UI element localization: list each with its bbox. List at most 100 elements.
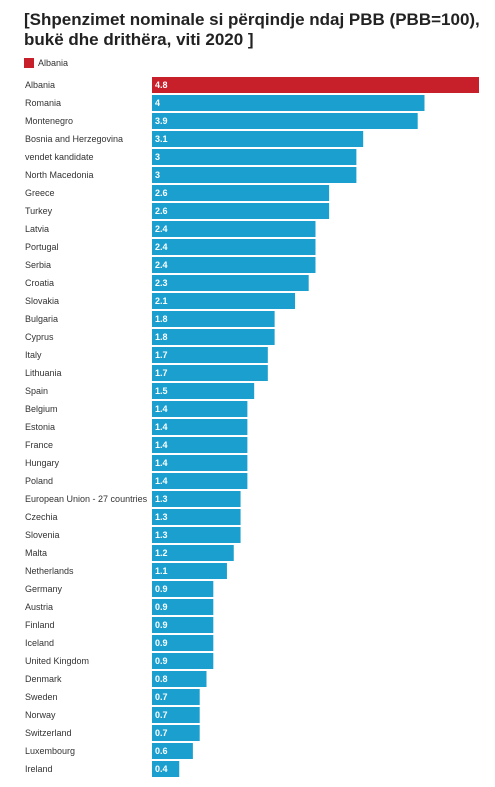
- category-label-sweden: Sweden: [25, 692, 58, 702]
- value-label-netherlands: 1.1: [155, 566, 168, 576]
- value-label-norway: 0.7: [155, 710, 168, 720]
- bar-lithuania: [152, 365, 268, 381]
- legend: Albania: [24, 57, 68, 69]
- bar-spain: [152, 383, 255, 399]
- value-label-greece: 2.6: [155, 188, 168, 198]
- category-label-albania: Albania: [25, 80, 55, 90]
- value-label-slovakia: 2.1: [155, 296, 168, 306]
- bar-serbia: [152, 257, 316, 273]
- value-label-estonia: 1.4: [155, 422, 168, 432]
- bar-france: [152, 437, 248, 453]
- value-label-cyprus: 1.8: [155, 332, 168, 342]
- category-label-slovenia: Slovenia: [25, 530, 60, 540]
- value-label-united-kingdom: 0.9: [155, 656, 168, 666]
- category-label-germany: Germany: [25, 584, 63, 594]
- value-label-malta: 1.2: [155, 548, 168, 558]
- value-label-portugal: 2.4: [155, 242, 168, 252]
- bar-croatia: [152, 275, 309, 291]
- bar-turkey: [152, 203, 330, 219]
- category-label-norway: Norway: [25, 710, 56, 720]
- legend-swatch-albania: [24, 58, 34, 68]
- bar-united-kingdom: [152, 653, 214, 669]
- bar-slovenia: [152, 527, 241, 543]
- value-label-latvia: 2.4: [155, 224, 168, 234]
- value-label-montenegro: 3.9: [155, 116, 168, 126]
- category-label-italy: Italy: [25, 350, 42, 360]
- category-label-lithuania: Lithuania: [25, 368, 62, 378]
- category-label-vendet-kandidate: vendet kandidate: [25, 152, 94, 162]
- category-label-ireland: Ireland: [25, 764, 53, 774]
- category-label-czechia: Czechia: [25, 512, 58, 522]
- category-label-serbia: Serbia: [25, 260, 51, 270]
- category-label-greece: Greece: [25, 188, 55, 198]
- bar-austria: [152, 599, 214, 615]
- category-label-poland: Poland: [25, 476, 53, 486]
- category-label-belgium: Belgium: [25, 404, 58, 414]
- value-label-croatia: 2.3: [155, 278, 168, 288]
- category-label-turkey: Turkey: [25, 206, 53, 216]
- bar-norway: [152, 707, 200, 723]
- value-label-bulgaria: 1.8: [155, 314, 168, 324]
- value-label-bosnia-and-herzegovina: 3.1: [155, 134, 168, 144]
- value-label-sweden: 0.7: [155, 692, 168, 702]
- category-label-iceland: Iceland: [25, 638, 54, 648]
- value-label-czechia: 1.3: [155, 512, 168, 522]
- category-label-european-union-27-countries: European Union - 27 countries: [25, 494, 148, 504]
- bar-germany: [152, 581, 214, 597]
- category-label-estonia: Estonia: [25, 422, 55, 432]
- bar-malta: [152, 545, 234, 561]
- bar-hungary: [152, 455, 248, 471]
- category-label-slovakia: Slovakia: [25, 296, 59, 306]
- chart-title: [Shpenzimet nominale si përqindje ndaj P…: [24, 10, 480, 49]
- bar-latvia: [152, 221, 316, 237]
- category-label-north-macedonia: North Macedonia: [25, 170, 94, 180]
- value-label-north-macedonia: 3: [155, 170, 160, 180]
- category-label-latvia: Latvia: [25, 224, 49, 234]
- value-label-italy: 1.7: [155, 350, 168, 360]
- value-label-finland: 0.9: [155, 620, 168, 630]
- bar-czechia: [152, 509, 241, 525]
- category-label-bulgaria: Bulgaria: [25, 314, 58, 324]
- category-label-denmark: Denmark: [25, 674, 62, 684]
- bar-romania: [152, 95, 425, 111]
- category-label-united-kingdom: United Kingdom: [25, 656, 89, 666]
- value-label-lithuania: 1.7: [155, 368, 168, 378]
- category-label-luxembourg: Luxembourg: [25, 746, 75, 756]
- value-label-romania: 4: [155, 98, 160, 108]
- category-label-austria: Austria: [25, 602, 53, 612]
- value-label-luxembourg: 0.6: [155, 746, 168, 756]
- category-label-malta: Malta: [25, 548, 47, 558]
- bar-vendet-kandidate: [152, 149, 357, 165]
- value-label-european-union-27-countries: 1.3: [155, 494, 168, 504]
- bar-bulgaria: [152, 311, 275, 327]
- value-label-switzerland: 0.7: [155, 728, 168, 738]
- value-label-serbia: 2.4: [155, 260, 168, 270]
- value-label-poland: 1.4: [155, 476, 168, 486]
- bar-ireland: [152, 761, 180, 777]
- bar-european-union-27-countries: [152, 491, 241, 507]
- bar-poland: [152, 473, 248, 489]
- bar-cyprus: [152, 329, 275, 345]
- value-label-belgium: 1.4: [155, 404, 168, 414]
- value-label-iceland: 0.9: [155, 638, 168, 648]
- category-label-romania: Romania: [25, 98, 61, 108]
- bar-north-macedonia: [152, 167, 357, 183]
- value-label-spain: 1.5: [155, 386, 168, 396]
- bar-portugal: [152, 239, 316, 255]
- bar-bosnia-and-herzegovina: [152, 131, 364, 147]
- bar-luxembourg: [152, 743, 193, 759]
- category-label-cyprus: Cyprus: [25, 332, 54, 342]
- value-label-austria: 0.9: [155, 602, 168, 612]
- value-label-hungary: 1.4: [155, 458, 168, 468]
- value-label-slovenia: 1.3: [155, 530, 168, 540]
- category-label-hungary: Hungary: [25, 458, 60, 468]
- bar-switzerland: [152, 725, 200, 741]
- category-label-croatia: Croatia: [25, 278, 54, 288]
- value-label-france: 1.4: [155, 440, 168, 450]
- category-label-netherlands: Netherlands: [25, 566, 74, 576]
- value-label-germany: 0.9: [155, 584, 168, 594]
- bar-greece: [152, 185, 330, 201]
- bar-albania: [152, 77, 479, 93]
- category-label-portugal: Portugal: [25, 242, 59, 252]
